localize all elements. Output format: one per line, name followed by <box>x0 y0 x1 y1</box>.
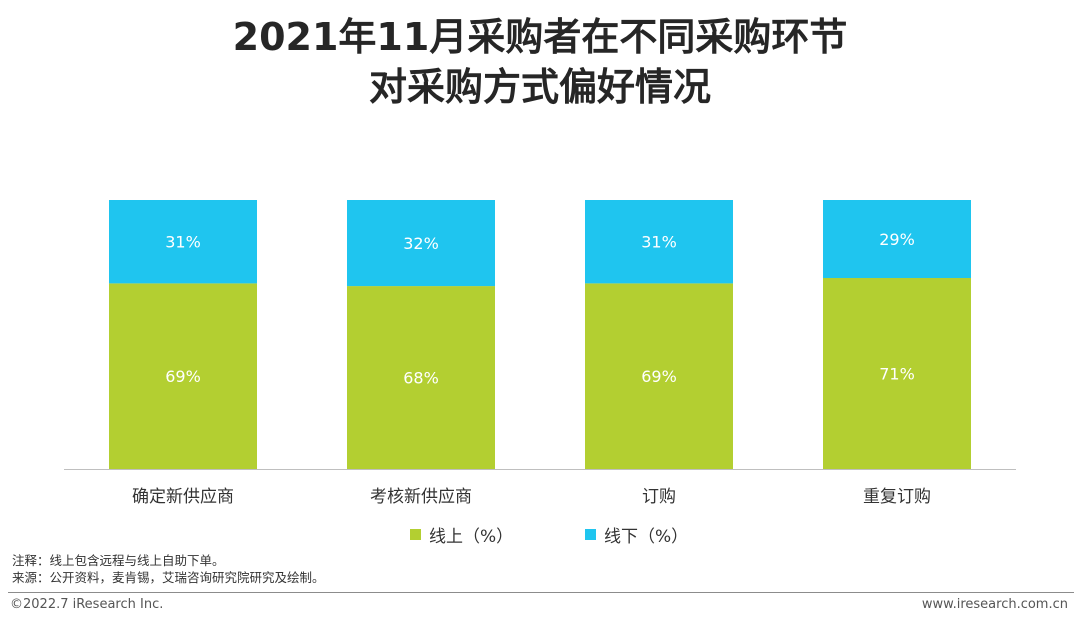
x-tick-label-1: 确定新供应商 <box>132 487 234 507</box>
data-label-offline-4: 29% <box>879 230 915 249</box>
footer-divider <box>8 592 1074 593</box>
legend-swatch-online <box>410 529 421 540</box>
bar-segment-online-2 <box>347 286 495 469</box>
website-link[interactable]: www.iresearch.com.cn <box>921 597 1068 612</box>
bar-segment-online-4 <box>823 278 971 469</box>
legend-label-offline: 线下（%） <box>604 527 689 547</box>
bar-segment-offline-2 <box>347 200 495 287</box>
bar-segment-offline-1 <box>109 200 257 284</box>
x-tick-label-2: 考核新供应商 <box>370 487 472 507</box>
x-tick-label-3: 订购 <box>642 487 676 507</box>
source-text: 来源：公开资料，麦肯锡，艾瑞咨询研究院研究及绘制。 <box>12 570 325 585</box>
data-label-offline-3: 31% <box>641 233 677 252</box>
data-label-offline-1: 31% <box>165 233 201 252</box>
bar-segment-online-3 <box>585 283 733 469</box>
chart-title-line1: 2021年11月采购者在不同采购环节 <box>232 15 848 59</box>
data-label-online-3: 69% <box>641 367 677 386</box>
bar-segment-offline-4 <box>823 200 971 279</box>
legend-swatch-offline <box>585 529 596 540</box>
x-tick-label-4: 重复订购 <box>863 487 931 507</box>
legend-item-online: 线上（%） <box>410 522 513 547</box>
legend-label-online: 线上（%） <box>429 527 514 547</box>
copyright-text: ©2022.7 iResearch Inc. <box>10 597 164 612</box>
data-label-offline-2: 32% <box>403 234 439 253</box>
note-text: 注释：线上包含远程与线上自助下单。 <box>12 553 225 568</box>
chart-title-line2: 对采购方式偏好情况 <box>368 65 711 109</box>
bar-segment-online-1 <box>109 283 257 469</box>
data-label-online-4: 71% <box>879 365 915 384</box>
legend-item-offline: 线下（%） <box>585 522 688 547</box>
data-label-online-1: 69% <box>165 367 201 386</box>
data-label-online-2: 68% <box>403 369 439 388</box>
bar-segment-offline-3 <box>585 200 733 284</box>
